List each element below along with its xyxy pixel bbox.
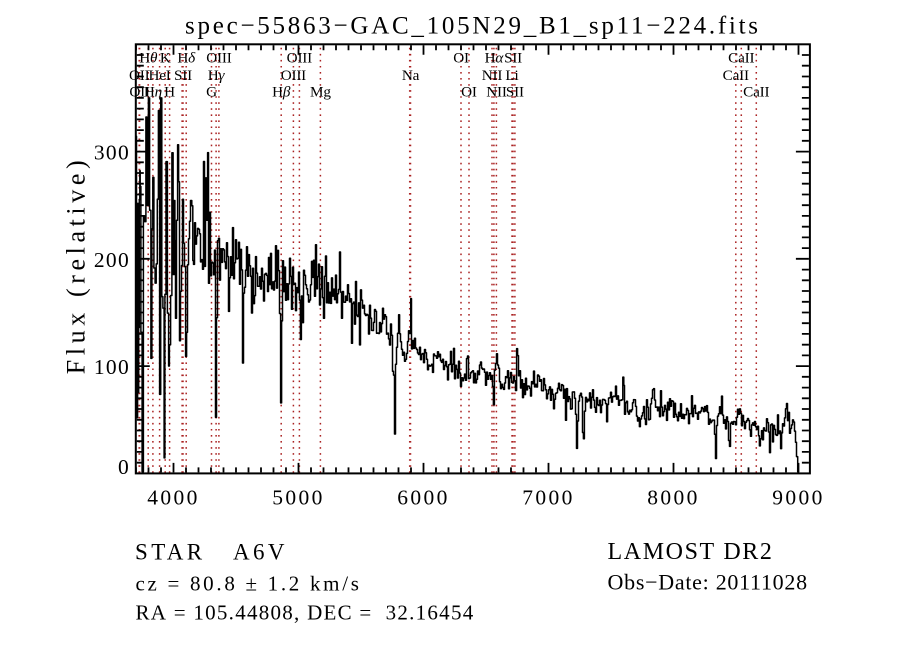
- svg-text:7000: 7000: [522, 486, 575, 510]
- svg-text:4000: 4000: [147, 486, 200, 510]
- svg-text:Hβ: Hβ: [272, 84, 291, 101]
- svg-text:OIII: OIII: [206, 50, 231, 67]
- svg-text:LAMOST DR2: LAMOST DR2: [608, 539, 774, 565]
- svg-text:6000: 6000: [397, 486, 450, 510]
- svg-text:9000: 9000: [772, 486, 825, 510]
- svg-text:Flux (relative): Flux (relative): [62, 156, 91, 374]
- svg-text:OIII: OIII: [281, 67, 306, 84]
- svg-text:OII: OII: [129, 67, 150, 84]
- svg-text:CaII: CaII: [743, 84, 769, 101]
- svg-text:OI: OI: [453, 50, 469, 67]
- svg-text:5000: 5000: [272, 486, 325, 510]
- svg-text:300: 300: [94, 141, 130, 165]
- svg-text:spec−55863−GAC_105N29_B1_sp11−: spec−55863−GAC_105N29_B1_sp11−224.fits: [185, 13, 761, 40]
- svg-text:SII: SII: [504, 50, 522, 67]
- svg-text:8000: 8000: [647, 486, 700, 510]
- svg-text:SII: SII: [174, 67, 192, 84]
- svg-text:OII: OII: [129, 84, 150, 101]
- svg-text:CaII: CaII: [728, 50, 754, 67]
- svg-text:HeI: HeI: [148, 67, 170, 84]
- svg-text:RA = 105.44808, DEC = 32.1645: RA = 105.44808, DEC = 32.16454: [136, 600, 475, 624]
- svg-text:STAR A6V: STAR A6V: [135, 539, 288, 564]
- svg-text:Na: Na: [402, 67, 420, 84]
- svg-text:OIII: OIII: [287, 50, 312, 67]
- svg-text:CaII: CaII: [723, 67, 749, 84]
- svg-text:H: H: [164, 84, 175, 101]
- svg-text:Obs−Date: 20111028: Obs−Date: 20111028: [608, 569, 808, 594]
- svg-text:Li: Li: [505, 67, 518, 84]
- svg-text:cz = 80.8 ± 1.2 km/s: cz = 80.8 ± 1.2 km/s: [136, 572, 362, 596]
- svg-text:Mg: Mg: [310, 84, 331, 101]
- svg-text:Hθ: Hθ: [139, 50, 158, 67]
- svg-text:SII: SII: [506, 84, 524, 101]
- svg-text:0: 0: [118, 455, 130, 479]
- svg-text:G: G: [206, 84, 217, 101]
- svg-text:Hγ: Hγ: [208, 67, 226, 84]
- svg-text:Hδ: Hδ: [177, 50, 196, 67]
- svg-text:K: K: [160, 50, 171, 67]
- svg-text:Hα: Hα: [485, 50, 505, 67]
- svg-text:200: 200: [94, 248, 130, 272]
- svg-text:100: 100: [94, 355, 130, 379]
- svg-text:NII: NII: [486, 84, 507, 101]
- svg-text:Hη: Hη: [144, 84, 162, 101]
- svg-text:OI: OI: [461, 84, 477, 101]
- svg-text:NII: NII: [482, 67, 503, 84]
